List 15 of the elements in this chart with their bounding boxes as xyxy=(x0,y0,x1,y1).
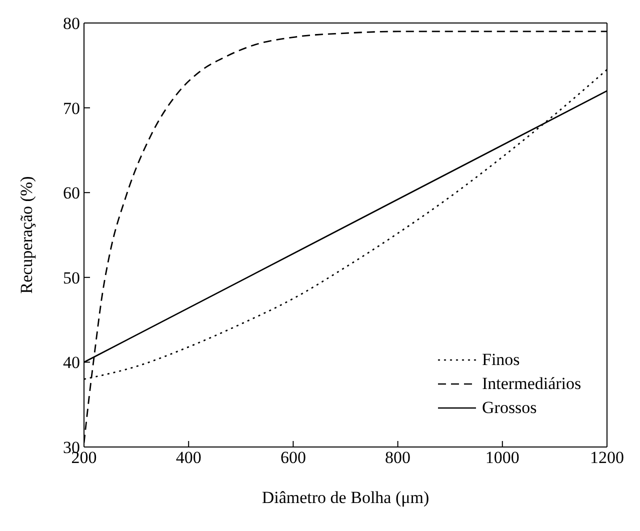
x-tick-label: 1200 xyxy=(590,448,624,468)
legend-label: Grossos xyxy=(482,398,537,418)
x-tick-label: 800 xyxy=(385,448,411,468)
y-axis-title: Recuperação (%) xyxy=(17,176,36,294)
x-tick-label: 600 xyxy=(280,448,306,468)
x-tick-label: 400 xyxy=(176,448,202,468)
x-tick-label: 1000 xyxy=(485,448,520,468)
legend-label: Finos xyxy=(482,350,520,370)
y-tick-label: 50 xyxy=(63,268,80,288)
y-tick-label: 40 xyxy=(63,353,80,372)
x-axis-title: Diâmetro de Bolha (μm) xyxy=(262,488,430,507)
legend-label: Intermediários xyxy=(482,374,582,394)
y-tick-label: 80 xyxy=(63,14,80,34)
y-tick-label: 70 xyxy=(63,98,80,118)
y-tick-label: 60 xyxy=(63,184,80,203)
